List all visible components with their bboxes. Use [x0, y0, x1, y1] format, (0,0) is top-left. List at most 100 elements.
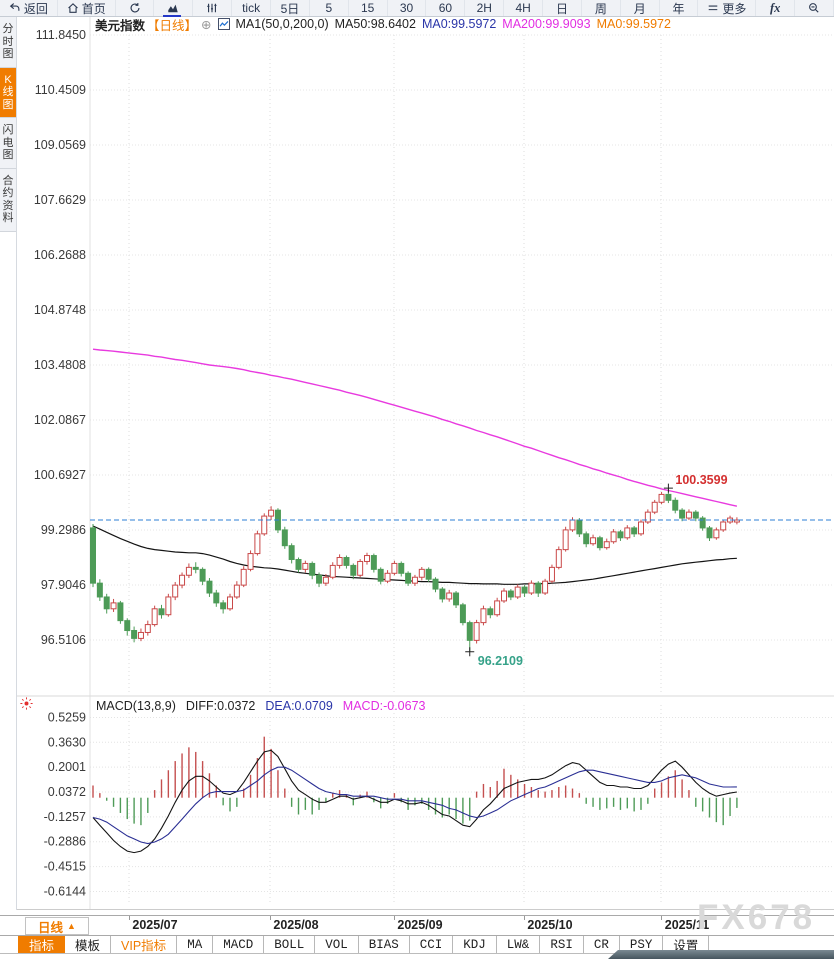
tab-bias[interactable]: BIAS [359, 936, 410, 953]
chevron-up-icon: ▲ [67, 921, 76, 931]
tab-lw[interactable]: LW& [497, 936, 541, 953]
svg-text:-0.2886: -0.2886 [44, 835, 86, 849]
toolbar-button-refresh[interactable] [116, 0, 155, 16]
macd-pane [92, 736, 738, 854]
timeline-month-label: 2025/08 [273, 918, 319, 932]
toolbar-button-label: 60 [438, 1, 453, 15]
svg-text:103.4808: 103.4808 [34, 358, 86, 372]
timeline-month-label: 2025/07 [132, 918, 178, 932]
toolbar-button-interval-month[interactable]: 月 [621, 0, 660, 16]
tab-macd[interactable]: MACD [213, 936, 265, 953]
toolbar-button-interval-tick[interactable]: tick [232, 0, 272, 16]
toolbar-button-label: 15 [361, 1, 375, 15]
toolbar-button-more[interactable]: 更多 [698, 0, 757, 16]
macd-bar-value: MACD:-0.0673 [342, 699, 426, 713]
svg-text:104.8748: 104.8748 [34, 303, 86, 317]
toolbar-button-home[interactable]: 首页 [58, 0, 116, 16]
toolbar-button-label: 首页 [81, 1, 106, 16]
tab-indicators[interactable]: 指标 [18, 936, 66, 953]
home-icon [67, 2, 79, 14]
tab-vol[interactable]: VOL [315, 936, 359, 953]
sidebar-item-lightning-chart[interactable]: 闪电图 [0, 118, 16, 169]
sidebar-item-kline-chart[interactable]: K线图 [0, 67, 16, 118]
svg-text:100.6927: 100.6927 [34, 468, 86, 482]
bottom-scrollbar[interactable] [608, 950, 834, 959]
candlestick-series [90, 348, 740, 652]
sidebar-item-minute-chart[interactable]: 分时图 [0, 17, 16, 68]
toolbar-button-label: 2H [476, 1, 492, 15]
tab-kdj[interactable]: KDJ [453, 936, 497, 953]
toolbar-button-label: 更多 [722, 1, 747, 16]
timeline-tick [129, 916, 130, 920]
tab-templates[interactable]: 模板 [65, 936, 112, 954]
svg-text:0.5259: 0.5259 [48, 710, 86, 724]
toolbar-button-interval-2h[interactable]: 2H [465, 0, 505, 16]
axis-labels: 111.8450 110.4509 109.0569 107.6629 106.2688… [34, 28, 86, 898]
period-label: 【日线】 [147, 18, 198, 33]
svg-text:-0.4515: -0.4515 [44, 860, 86, 874]
macd-dea-line [92, 766, 737, 845]
timeline-row: 日线 ▲ 2025/07 2025/08 2025/09 2025/10 2025/11 [0, 915, 834, 936]
symbol-name: 美元指数 [95, 18, 146, 33]
timeline-month-label: 2025/10 [527, 918, 573, 932]
toolbar-button-label: 周 [594, 1, 607, 16]
top-toolbar: 返回 首页 tick 5日 5 15 30 60 2H 4H 日 周 月 年 更多 fx [0, 0, 834, 17]
ma-indicator-icon[interactable] [217, 18, 230, 30]
ma200-value: MA200:99.9093 [502, 17, 591, 31]
toolbar-button-interval-week[interactable]: 周 [582, 0, 621, 16]
tab-cci[interactable]: CCI [410, 936, 454, 953]
svg-text:97.9046: 97.9046 [41, 578, 86, 592]
toolbar-button-label: 30 [399, 1, 414, 15]
toolbar-button-label: 返回 [23, 1, 48, 16]
indicator-settings-icon[interactable] [19, 696, 34, 716]
svg-text:0.3630: 0.3630 [48, 735, 86, 749]
sidebar-item-contract-info[interactable]: 合约资料 [0, 168, 16, 232]
menu-icon [707, 2, 719, 14]
macd-dea-value: DEA:0.0709 [265, 699, 333, 713]
toolbar-button-interval-60m[interactable]: 60 [426, 0, 466, 16]
toolbar-button-label: 月 [633, 1, 646, 16]
toolbar-button-kline-style[interactable] [193, 0, 233, 16]
toolbar-button-label: 日 [555, 1, 568, 16]
toolbar-button-interval-5m[interactable]: 5 [310, 0, 349, 16]
svg-text:0.2001: 0.2001 [48, 760, 86, 774]
chart-annotations: 100.3599 96.2109 [90, 473, 834, 668]
period-selector[interactable]: 日线 ▲ [25, 917, 89, 935]
svg-text:-0.1257: -0.1257 [44, 810, 86, 824]
toolbar-button-back[interactable]: 返回 [0, 0, 58, 16]
toolbar-button-zoom-out[interactable] [795, 0, 834, 16]
indicator-tabs: 指标 模板 VIP指标 MA MACD BOLL VOL BIAS CCI KDJ LW& RSI CR… [0, 936, 834, 954]
svg-text:107.6629: 107.6629 [34, 193, 86, 207]
toolbar-button-fx[interactable]: fx [756, 0, 796, 16]
toolbar-button-interval-15m[interactable]: 15 [349, 0, 388, 16]
expand-icon[interactable]: ⊕ [201, 17, 212, 32]
toolbar-button-interval-day[interactable]: 日 [543, 0, 582, 16]
timeline-tick [270, 916, 271, 920]
macd-diff-value: DIFF:0.0372 [185, 699, 256, 713]
toolbar-button-chart-style[interactable] [154, 0, 194, 17]
low-price-annotation: 96.2109 [478, 654, 523, 668]
price-macd-chart[interactable]: 111.8450 110.4509 109.0569 107.6629 106.2688… [17, 17, 834, 910]
toolbar-button-interval-year[interactable]: 年 [660, 0, 699, 16]
toolbar-button-interval-30m[interactable]: 30 [388, 0, 427, 16]
svg-text:109.0569: 109.0569 [34, 138, 86, 152]
toolbar-button-label: 年 [672, 1, 685, 16]
macd-title: MACD(13,8,9) [96, 699, 176, 713]
ma50-value: MA50:98.6402 [334, 17, 416, 31]
tab-ma[interactable]: MA [177, 936, 214, 953]
ma-settings: MA1(50,0,200,0) [235, 17, 329, 31]
tab-boll[interactable]: BOLL [264, 936, 316, 953]
toolbar-button-interval-4h[interactable]: 4H [504, 0, 544, 16]
tab-rsi[interactable]: RSI [540, 936, 584, 953]
timeline-tick [394, 916, 395, 920]
toolbar-button-label: 4H [515, 1, 531, 15]
tab-psy[interactable]: PSY [620, 936, 664, 953]
back-icon [9, 2, 21, 14]
tab-vip-indicators[interactable]: VIP指标 [111, 936, 178, 953]
svg-text:111.8450: 111.8450 [36, 28, 86, 42]
toolbar-button-interval-5d[interactable]: 5日 [271, 0, 310, 16]
ma0-blue-value: MA0:99.5972 [421, 17, 497, 31]
toolbar-button-label: tick [242, 1, 261, 15]
tab-cr[interactable]: CR [584, 936, 620, 953]
fx-icon: fx [770, 0, 781, 15]
